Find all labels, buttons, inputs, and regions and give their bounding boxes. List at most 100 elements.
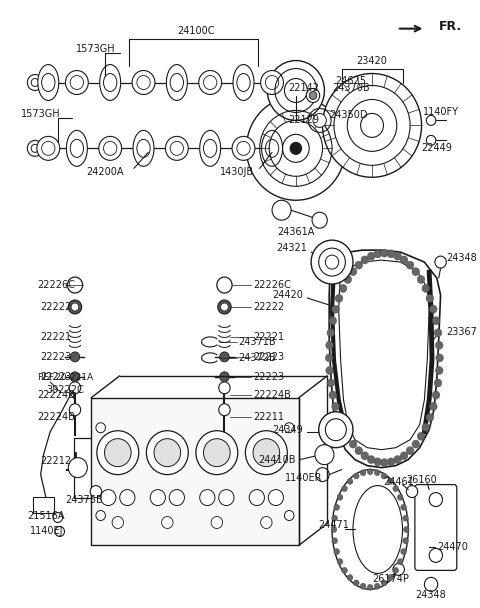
Circle shape bbox=[360, 470, 366, 475]
Circle shape bbox=[434, 379, 442, 387]
Circle shape bbox=[70, 372, 80, 382]
Circle shape bbox=[53, 513, 62, 522]
Circle shape bbox=[166, 136, 188, 161]
Circle shape bbox=[367, 469, 373, 475]
Circle shape bbox=[344, 432, 352, 440]
Text: 22226C: 22226C bbox=[37, 280, 75, 290]
Text: 22211: 22211 bbox=[253, 412, 284, 422]
Ellipse shape bbox=[104, 74, 117, 91]
Circle shape bbox=[367, 455, 375, 463]
Circle shape bbox=[220, 352, 229, 362]
Circle shape bbox=[170, 142, 183, 155]
FancyBboxPatch shape bbox=[33, 497, 54, 513]
Circle shape bbox=[27, 75, 43, 91]
Text: 22223: 22223 bbox=[40, 372, 72, 382]
Text: 1573GH: 1573GH bbox=[21, 109, 60, 119]
Circle shape bbox=[332, 515, 337, 521]
Circle shape bbox=[360, 583, 366, 589]
Circle shape bbox=[381, 458, 388, 466]
Circle shape bbox=[417, 275, 425, 283]
Circle shape bbox=[316, 468, 329, 482]
Circle shape bbox=[426, 116, 436, 125]
Circle shape bbox=[313, 114, 326, 128]
Circle shape bbox=[219, 404, 230, 416]
Circle shape bbox=[326, 367, 334, 375]
Circle shape bbox=[261, 71, 284, 94]
Circle shape bbox=[68, 300, 82, 314]
Circle shape bbox=[70, 75, 84, 89]
Text: 22224B: 22224B bbox=[37, 390, 75, 400]
Text: 24370B: 24370B bbox=[332, 83, 370, 94]
Circle shape bbox=[430, 305, 437, 313]
Circle shape bbox=[397, 559, 403, 565]
Circle shape bbox=[101, 489, 116, 505]
Circle shape bbox=[387, 478, 393, 485]
Circle shape bbox=[99, 136, 121, 161]
Circle shape bbox=[290, 142, 301, 154]
Circle shape bbox=[432, 317, 440, 325]
Circle shape bbox=[253, 439, 280, 466]
Ellipse shape bbox=[237, 74, 250, 91]
Circle shape bbox=[169, 489, 184, 505]
Text: 24348: 24348 bbox=[416, 590, 446, 600]
Circle shape bbox=[436, 354, 444, 362]
Circle shape bbox=[90, 486, 102, 497]
Circle shape bbox=[132, 71, 155, 94]
Circle shape bbox=[426, 294, 433, 302]
Text: 22221: 22221 bbox=[253, 332, 284, 342]
Circle shape bbox=[31, 144, 39, 153]
Circle shape bbox=[394, 252, 401, 260]
Circle shape bbox=[154, 439, 180, 466]
Circle shape bbox=[353, 580, 359, 586]
Circle shape bbox=[196, 430, 238, 475]
Circle shape bbox=[393, 486, 398, 491]
Circle shape bbox=[374, 470, 380, 475]
Circle shape bbox=[96, 511, 106, 520]
Circle shape bbox=[349, 440, 357, 448]
Circle shape bbox=[146, 430, 188, 475]
Circle shape bbox=[361, 256, 369, 264]
Circle shape bbox=[65, 71, 88, 94]
Circle shape bbox=[374, 250, 382, 258]
Circle shape bbox=[245, 430, 288, 475]
Circle shape bbox=[326, 341, 334, 349]
Text: 26174P: 26174P bbox=[372, 575, 409, 584]
Circle shape bbox=[400, 452, 408, 460]
Circle shape bbox=[204, 439, 230, 466]
Circle shape bbox=[327, 329, 335, 337]
Circle shape bbox=[400, 256, 408, 264]
Circle shape bbox=[342, 567, 348, 573]
Text: 24350D: 24350D bbox=[329, 111, 368, 120]
Circle shape bbox=[42, 142, 55, 155]
Circle shape bbox=[120, 489, 135, 505]
Circle shape bbox=[339, 423, 347, 431]
Circle shape bbox=[406, 486, 418, 497]
Text: 22224B: 22224B bbox=[37, 412, 75, 422]
Circle shape bbox=[69, 404, 81, 416]
Circle shape bbox=[285, 423, 294, 433]
Text: 1140FY: 1140FY bbox=[422, 108, 458, 117]
Circle shape bbox=[334, 505, 339, 510]
Circle shape bbox=[403, 515, 408, 521]
Circle shape bbox=[312, 212, 327, 228]
Text: 22223: 22223 bbox=[253, 352, 284, 362]
FancyBboxPatch shape bbox=[91, 398, 299, 545]
Circle shape bbox=[162, 517, 173, 528]
Text: 24372B: 24372B bbox=[239, 353, 276, 363]
Text: 24321: 24321 bbox=[276, 243, 307, 253]
Circle shape bbox=[267, 61, 324, 120]
Circle shape bbox=[69, 382, 81, 394]
Text: 24371B: 24371B bbox=[239, 337, 276, 347]
Circle shape bbox=[347, 575, 353, 581]
Text: FR.: FR. bbox=[439, 20, 462, 33]
Text: 24420: 24420 bbox=[273, 290, 303, 300]
Circle shape bbox=[393, 567, 398, 573]
Circle shape bbox=[334, 548, 339, 554]
Circle shape bbox=[55, 527, 64, 536]
Ellipse shape bbox=[70, 139, 84, 157]
Text: 22223: 22223 bbox=[40, 352, 72, 362]
Circle shape bbox=[387, 575, 393, 581]
Circle shape bbox=[403, 538, 408, 544]
Circle shape bbox=[435, 341, 443, 349]
Text: 24348: 24348 bbox=[446, 253, 477, 263]
